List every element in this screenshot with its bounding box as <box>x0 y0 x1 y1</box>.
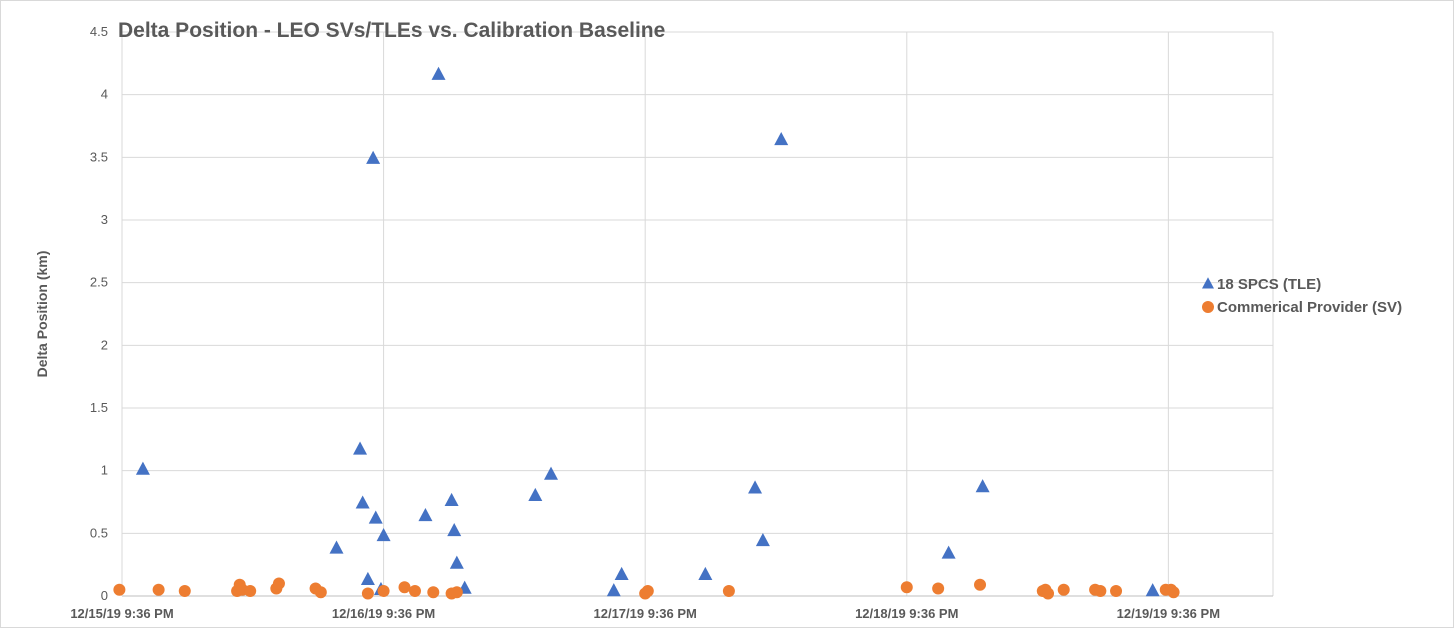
x-tick-label: 12/17/19 9:36 PM <box>594 606 697 621</box>
sv-point-marker <box>1057 583 1070 596</box>
legend: 18 SPCS (TLE) Commerical Provider (SV) <box>1202 276 1402 316</box>
data-points <box>113 66 1180 600</box>
legend-label-tle: 18 SPCS (TLE) <box>1217 276 1321 293</box>
y-tick-label: 0.5 <box>90 525 108 540</box>
tle-point-marker <box>431 66 446 80</box>
x-tick-label: 12/16/19 9:36 PM <box>332 606 435 621</box>
sv-point-marker <box>408 584 421 597</box>
sv-point-marker <box>900 581 913 594</box>
sv-point-marker <box>1094 584 1107 597</box>
tle-point-marker <box>376 528 391 542</box>
tle-point-marker <box>449 555 464 569</box>
sv-point-marker <box>152 583 165 596</box>
tle-point-marker <box>329 540 344 554</box>
y-tick-label: 0 <box>101 588 108 603</box>
tle-point-marker <box>606 583 621 597</box>
tle-point-marker <box>353 441 368 455</box>
y-tick-label: 2.5 <box>90 275 108 290</box>
y-tick-label: 3.5 <box>90 149 108 164</box>
gridlines <box>122 31 1274 596</box>
tle-point-marker <box>360 571 375 585</box>
tle-point-marker <box>528 487 543 502</box>
y-tick-label: 2 <box>101 337 108 352</box>
tle-point-marker <box>748 480 763 494</box>
x-tick-label: 12/18/19 9:36 PM <box>855 606 958 621</box>
y-tick-label: 4 <box>101 87 108 102</box>
tle-point-marker <box>614 566 629 580</box>
tle-point-marker <box>444 492 459 507</box>
tle-point-marker <box>366 150 381 164</box>
sv-point-marker <box>361 587 374 600</box>
tle-point-marker <box>368 510 383 524</box>
tle-point-marker <box>755 533 770 547</box>
sv-point-marker <box>641 584 654 597</box>
legend-circle-icon <box>1202 301 1214 313</box>
y-tick-label: 1.5 <box>90 400 108 415</box>
sv-point-marker <box>450 586 463 599</box>
tle-point-marker <box>975 479 990 493</box>
x-tick-label: 12/19/19 9:36 PM <box>1117 606 1220 621</box>
chart-title: Delta Position - LEO SVs/TLEs vs. Calibr… <box>118 19 665 42</box>
y-axis-label: Delta Position (km) <box>34 251 50 378</box>
tle-point-marker <box>698 566 713 580</box>
sv-point-marker <box>244 584 257 597</box>
sv-point-marker <box>722 584 735 597</box>
tle-point-marker <box>941 545 956 559</box>
sv-point-marker <box>113 583 126 596</box>
sv-point-marker <box>1110 584 1123 597</box>
sv-point-marker <box>1167 586 1180 599</box>
axes: 0 0.5 1 1.5 2 2.5 3 3.5 4 4.5 12/15/19 9:36 PM 12/1… <box>70 24 1273 621</box>
sv-point-marker <box>1042 587 1055 600</box>
legend-triangle-icon <box>1202 277 1214 289</box>
y-tick-label: 3 <box>101 212 108 227</box>
tle-point-marker <box>447 523 462 537</box>
sv-point-marker <box>398 581 411 594</box>
sv-point-marker <box>974 578 987 591</box>
tle-point-marker <box>418 507 433 522</box>
y-tick-label: 4.5 <box>90 24 108 39</box>
tle-point-marker <box>1145 583 1160 597</box>
tle-point-marker <box>544 466 559 480</box>
sv-point-marker <box>427 586 440 599</box>
sv-point-marker <box>314 586 327 599</box>
sv-point-marker <box>932 582 945 595</box>
legend-label-sv: Commerical Provider (SV) <box>1217 299 1402 316</box>
tle-point-marker <box>774 131 789 146</box>
tle-point-marker <box>355 495 370 509</box>
tle-point-marker <box>135 461 150 475</box>
sv-point-marker <box>272 577 285 590</box>
sv-point-marker <box>178 584 191 597</box>
x-tick-label: 12/15/19 9:36 PM <box>70 606 173 621</box>
y-tick-label: 1 <box>101 463 108 478</box>
sv-point-marker <box>377 584 390 597</box>
